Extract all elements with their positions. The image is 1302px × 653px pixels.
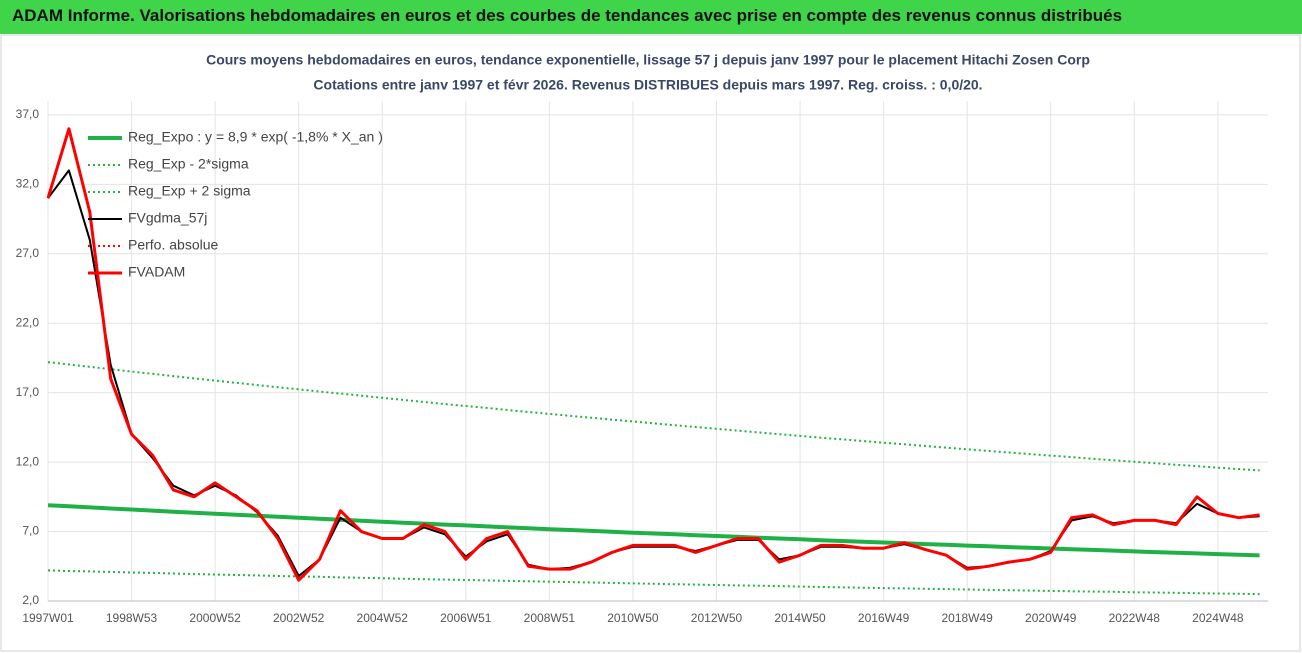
x-tick-label: 2002W52 xyxy=(273,611,325,625)
legend-label: Reg_Exp - 2*sigma xyxy=(128,156,249,172)
x-tick-label: 2010W50 xyxy=(607,611,659,625)
series-line xyxy=(47,503,1260,558)
x-tick-label: 2004W52 xyxy=(357,611,409,625)
x-tick-label: 2018W49 xyxy=(941,611,993,625)
legend-label: Reg_Exp + 2 sigma xyxy=(128,183,251,199)
chart-frame xyxy=(0,34,1301,652)
y-tick-label: 27,0 xyxy=(16,246,40,260)
header-title: ADAM Informe. Valorisations hebdomadaire… xyxy=(0,0,1302,34)
x-tick-label: 2008W51 xyxy=(524,611,576,625)
y-tick-label: 2,0 xyxy=(22,593,39,607)
y-tick-label: 12,0 xyxy=(16,454,40,468)
x-tick-label: 2022W48 xyxy=(1109,611,1161,625)
legend-label: Perfo. absolue xyxy=(128,237,218,253)
legend-label: FVgdma_57j xyxy=(128,210,207,226)
y-tick-label: 17,0 xyxy=(16,385,40,399)
x-tick-label: 1997W01 xyxy=(22,611,74,625)
x-tick-label: 1998W53 xyxy=(106,611,158,625)
y-tick-label: 37,0 xyxy=(16,107,40,121)
x-tick-label: 2016W49 xyxy=(858,611,910,625)
y-tick-label: 7,0 xyxy=(22,524,39,538)
y-tick-label: 32,0 xyxy=(16,177,40,191)
legend-label: Reg_Expo : y = 8,9 * exp( -1,8% * X_an ) xyxy=(128,129,383,145)
x-tick-label: 2006W51 xyxy=(440,611,492,625)
chart-subtitle: Cotations entre janv 1997 et févr 2026. … xyxy=(313,77,982,93)
x-tick-label: 2014W50 xyxy=(774,611,826,625)
series-line xyxy=(47,569,1260,596)
y-tick-label: 22,0 xyxy=(16,315,40,329)
x-tick-label: 2012W50 xyxy=(691,611,743,625)
x-tick-label: 2024W48 xyxy=(1192,611,1244,625)
series-line xyxy=(46,127,1260,582)
chart: Cours moyens hebdomadaires en euros, ten… xyxy=(0,34,1301,652)
legend-label: FVADAM xyxy=(128,264,185,280)
x-tick-label: 2000W52 xyxy=(189,611,241,625)
chart-title: Cours moyens hebdomadaires en euros, ten… xyxy=(206,52,1090,68)
x-tick-label: 2020W49 xyxy=(1025,611,1077,625)
